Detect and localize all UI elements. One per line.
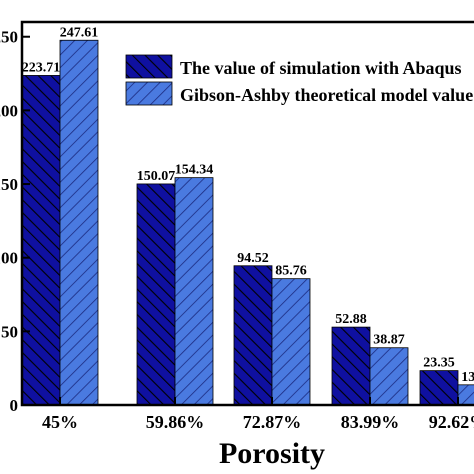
bar-value-label-series-1-2: 150.07 [137, 169, 176, 184]
bars-group [21, 39, 474, 406]
bar-series-1-1 [21, 75, 61, 406]
bar-value-label-series-2-5: 13.70 [461, 370, 474, 385]
bar-labels-group: 223.71 150.07 94.52 52.88 23.35 247.61 154.34 8… [22, 25, 474, 385]
bar-value-label-series-1-5: 23.35 [423, 356, 455, 371]
bar-value-label-series-1-4: 52.88 [335, 312, 367, 327]
bar-series-2-3 [271, 278, 311, 406]
bar-value-label-series-2-1: 247.61 [60, 25, 99, 40]
y-tick-label: 150 [0, 175, 18, 194]
bar-series-2-4 [369, 347, 409, 406]
y-tick-label: 200 [0, 101, 18, 120]
x-tick-label: 45% [42, 412, 78, 432]
x-tick-label: 72.87% [243, 412, 302, 432]
bar-value-label-series-1-3: 94.52 [237, 251, 269, 266]
y-tick-label: 50 [1, 322, 18, 341]
x-axis-title: Porosity [219, 437, 325, 470]
x-tick-label: 92.62% [429, 412, 474, 432]
y-tick-label: 250 [0, 28, 18, 47]
bar-series-1-3 [233, 265, 273, 406]
y-axis-ticks: 0 50 100 150 200 250 [0, 28, 30, 415]
legend-swatch-series-1 [125, 54, 173, 79]
bar-value-label-series-2-4: 38.87 [373, 333, 405, 348]
x-tick-label: 83.99% [341, 412, 400, 432]
bar-series-2-2 [174, 177, 214, 406]
legend: The value of simulation with Abaqus Gibs… [125, 54, 473, 106]
bar-value-label-series-2-3: 85.76 [275, 264, 307, 279]
bar-series-2-1 [59, 39, 99, 406]
bar-series-2-5 [457, 384, 474, 406]
x-axis-ticks: 45% 59.86% 72.87% 83.99% 92.62% [42, 397, 474, 432]
y-tick-label: 0 [10, 396, 19, 415]
x-tick-label: 59.86% [146, 412, 205, 432]
bar-series-1-5 [419, 370, 459, 406]
bar-value-label-series-2-2: 154.34 [175, 163, 214, 178]
plot-frame [20, 20, 474, 407]
legend-label-series-2: Gibson-Ashby theoretical model value [180, 85, 473, 105]
bar-series-1-2 [136, 183, 176, 406]
bar-value-label-series-1-1: 223.71 [22, 60, 61, 75]
bar-series-1-4 [331, 326, 371, 406]
legend-label-series-1: The value of simulation with Abaqus [180, 58, 462, 78]
y-tick-label: 100 [0, 249, 18, 268]
legend-swatch-series-2 [125, 81, 173, 106]
